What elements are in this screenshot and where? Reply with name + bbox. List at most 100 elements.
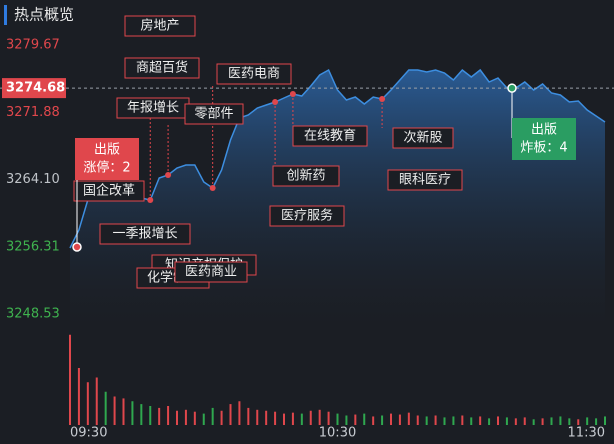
- x-tick-label: 11:30: [568, 426, 605, 441]
- volume-bar: [443, 417, 446, 425]
- callout-title: 出版: [531, 123, 557, 138]
- event-box: [387, 169, 463, 191]
- volume-bar: [220, 410, 223, 425]
- volume-bar: [167, 406, 170, 425]
- volume-bar: [363, 413, 366, 425]
- volume-bar: [505, 417, 508, 425]
- volume-bar: [568, 418, 571, 425]
- event-box: [124, 57, 200, 79]
- volume-bar: [541, 418, 544, 425]
- callout-title: 出版: [94, 143, 120, 158]
- marker-label: 3274.68: [6, 81, 65, 96]
- volume-bar: [256, 409, 259, 425]
- volume-bar: [523, 417, 526, 425]
- volume-bar: [309, 410, 312, 425]
- event-box: [73, 180, 145, 202]
- volume-bar: [452, 416, 455, 425]
- event-box: [392, 127, 454, 149]
- volume-bar: [327, 411, 330, 425]
- event-label: 医疗服务: [281, 208, 333, 224]
- volume-bar: [434, 415, 437, 425]
- volume-bar: [595, 418, 598, 425]
- event-dot: [379, 95, 386, 102]
- event-box: [174, 261, 248, 283]
- event-label: 眼科医疗: [399, 173, 451, 188]
- volume-bar: [425, 416, 428, 425]
- volume-bar: [550, 417, 553, 425]
- y-tick-label: 3248.53: [6, 307, 60, 322]
- event-dot: [209, 184, 216, 191]
- event-dot: [272, 99, 279, 106]
- volume-bar: [381, 415, 384, 425]
- volume-bar: [586, 417, 589, 425]
- volume-bar: [95, 377, 98, 425]
- volume-bar: [77, 368, 80, 425]
- event-box: [292, 125, 368, 147]
- event-box: [216, 63, 292, 85]
- volume-bar: [140, 404, 143, 425]
- callout-text: 炸板：4: [520, 141, 567, 156]
- event-label: 次新股: [403, 130, 442, 146]
- volume-bar: [488, 418, 491, 425]
- x-tick-label: 09:30: [70, 426, 107, 441]
- volume-bar: [577, 419, 580, 425]
- y-tick-label: 3279.67: [6, 38, 60, 53]
- volume-bar: [113, 396, 116, 425]
- event-label: 商超百货: [136, 60, 188, 76]
- callout-text: 涨停：2: [83, 160, 130, 176]
- y-tick-label: 3264.10: [6, 172, 60, 187]
- callout-dot: [507, 83, 517, 93]
- volume-bar: [193, 411, 196, 425]
- event-label: 创新药: [286, 168, 325, 184]
- callout-box: [512, 118, 576, 160]
- volume-bar: [461, 415, 464, 425]
- volume-bar: [131, 401, 134, 425]
- event-box: [124, 15, 196, 37]
- volume-bar: [336, 413, 339, 425]
- volume-bar: [283, 413, 285, 425]
- event-label: 一季报增长: [112, 227, 177, 242]
- callout-box: [75, 138, 139, 180]
- volume-bar: [407, 412, 410, 425]
- volume-bar: [354, 414, 357, 425]
- event-label: 国企改革: [83, 183, 135, 199]
- volume-bar: [229, 404, 232, 425]
- volume-bar: [265, 410, 268, 425]
- event-label: 医药电商: [228, 67, 280, 82]
- volume-bar: [247, 407, 250, 425]
- volume-bar: [372, 416, 375, 425]
- event-dot: [289, 90, 296, 97]
- volume-bar: [69, 334, 71, 425]
- volume-bar: [604, 416, 606, 425]
- volume-bar: [559, 416, 562, 425]
- chart-title: 热点概览: [14, 6, 74, 24]
- volume-bar: [497, 416, 499, 425]
- volume-bar: [176, 410, 178, 425]
- volume-bar: [238, 401, 241, 425]
- volume-bar: [532, 419, 535, 425]
- event-box: [184, 103, 244, 125]
- volume-bar: [416, 415, 419, 425]
- volume-bar: [149, 406, 152, 425]
- callout-dot: [72, 242, 82, 252]
- title-accent: [4, 5, 7, 25]
- event-label: 房地产: [140, 18, 179, 34]
- y-tick-label: 3271.88: [6, 105, 60, 120]
- event-dot: [165, 172, 172, 179]
- event-label: 年报增长: [127, 101, 179, 116]
- event-label: 医药商业: [185, 265, 237, 280]
- volume-bar: [291, 412, 294, 425]
- volume-bar: [122, 398, 125, 425]
- volume-bar: [300, 413, 303, 425]
- volume-bar: [479, 416, 482, 425]
- volume-bar: [86, 382, 89, 425]
- volume-bar: [514, 418, 517, 425]
- volume-bar: [318, 409, 321, 425]
- x-tick-label: 10:30: [319, 426, 356, 441]
- event-label: 在线教育: [304, 128, 356, 144]
- event-label: 零部件: [194, 107, 233, 122]
- volume-bar: [345, 415, 348, 425]
- volume-bar: [390, 413, 392, 425]
- event-box: [99, 223, 191, 245]
